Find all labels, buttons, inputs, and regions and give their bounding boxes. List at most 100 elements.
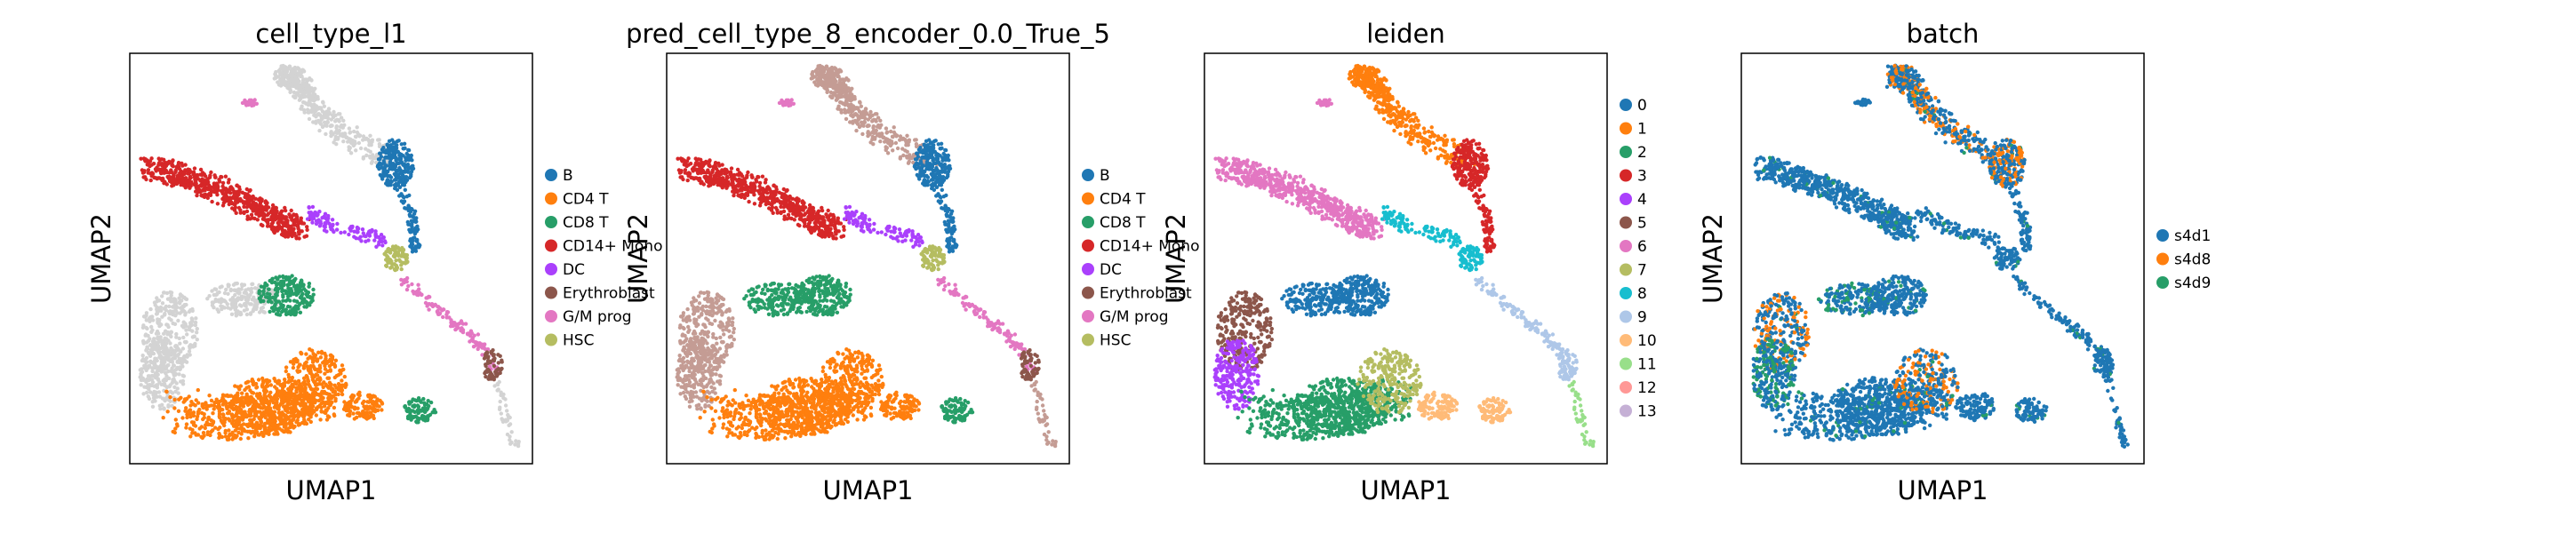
scatter-point — [169, 330, 173, 334]
scatter-point — [947, 242, 952, 247]
scatter-point — [852, 105, 856, 109]
scatter-point — [173, 418, 178, 422]
scatter-point — [371, 394, 376, 398]
scatter-point — [892, 130, 897, 135]
scatter-point — [300, 407, 305, 412]
scatter-point — [297, 290, 301, 294]
scatter-point — [414, 419, 420, 424]
scatter-point — [149, 378, 155, 382]
scatter-point — [926, 145, 932, 150]
scatter-point — [172, 385, 177, 389]
scatter-point — [202, 412, 206, 417]
scatter-point — [181, 335, 186, 340]
scatter-point — [846, 77, 851, 83]
scatter-point — [907, 138, 912, 142]
scatter-point — [390, 244, 396, 249]
scatter-point — [930, 164, 935, 170]
scatter-point — [328, 368, 332, 372]
scatter-point — [389, 179, 394, 184]
scatter-point — [187, 309, 192, 314]
scatter-point — [870, 119, 875, 123]
scatter-point — [333, 399, 338, 403]
scatter-point — [301, 282, 306, 287]
scatter-point — [408, 222, 412, 227]
scatter-point — [302, 389, 308, 394]
scatter-point — [876, 124, 881, 129]
scatter-point — [316, 350, 321, 354]
scatter-point — [178, 311, 182, 315]
scatter-point — [217, 414, 221, 418]
scatter-point — [279, 279, 284, 284]
y-axis-label: UMAP2 — [86, 213, 116, 304]
scatter-point — [885, 139, 890, 144]
scatter-point — [298, 285, 302, 290]
scatter-point — [848, 91, 852, 96]
scatter-point — [156, 176, 161, 180]
scatter-point — [248, 217, 252, 221]
scatter-point — [168, 383, 172, 387]
scatter-point — [311, 214, 316, 219]
scatter-point — [140, 354, 145, 358]
scatter-point — [393, 186, 397, 191]
scatter-point — [289, 208, 293, 213]
scatter-point — [168, 290, 172, 295]
scatter-point — [199, 184, 204, 188]
scatter-point — [374, 160, 379, 165]
scatter-point — [215, 202, 220, 206]
scatter-point — [391, 140, 396, 146]
scatter-point — [287, 233, 292, 237]
scatter-point — [354, 134, 358, 139]
scatter-point — [152, 365, 157, 370]
scatter-point — [249, 413, 253, 418]
scatter-point — [922, 178, 927, 182]
scatter-point — [256, 425, 260, 429]
scatter-point — [815, 73, 820, 77]
scatter-point — [361, 414, 366, 419]
scatter-point — [284, 298, 288, 303]
scatter-point — [304, 81, 309, 85]
scatter-point — [407, 407, 412, 412]
scatter-point — [148, 359, 153, 364]
scatter-point — [403, 146, 407, 150]
scatter-point — [210, 199, 214, 204]
scatter-point — [499, 393, 503, 398]
scatter-point — [191, 410, 196, 415]
scatter-point — [284, 290, 289, 295]
scatter-point — [304, 234, 309, 238]
scatter-point — [361, 138, 365, 142]
scatter-point — [277, 313, 283, 317]
scatter-point — [306, 356, 310, 361]
scatter-point — [235, 421, 239, 426]
scatter-point — [423, 410, 428, 414]
scatter-point — [213, 187, 218, 191]
scatter-point — [901, 136, 906, 141]
scatter-point — [281, 382, 285, 386]
scatter-point — [406, 203, 411, 208]
scatter-point — [172, 397, 177, 402]
scatter-point — [319, 382, 324, 386]
scatter-point — [159, 308, 164, 313]
scatter-point — [296, 73, 300, 77]
scatter-point — [305, 217, 310, 221]
scatter-point — [892, 125, 896, 130]
scatter-point — [290, 375, 295, 380]
scatter-point — [951, 229, 956, 234]
scatter-point — [352, 235, 356, 239]
scatter-point — [307, 116, 312, 122]
scatter-point — [222, 423, 227, 428]
scatter-point — [248, 187, 252, 193]
scatter-point — [192, 166, 197, 171]
scatter-point — [831, 92, 836, 97]
scatter-point — [417, 244, 421, 249]
scatter-point — [406, 147, 411, 153]
scatter-point — [178, 171, 182, 175]
scatter-point — [156, 320, 161, 324]
scatter-point — [334, 124, 339, 129]
scatter-point — [183, 313, 188, 317]
scatter-point — [301, 107, 307, 113]
scatter-point — [296, 370, 300, 374]
scatter-point — [246, 101, 251, 106]
scatter-point — [323, 371, 327, 376]
scatter-point — [354, 148, 358, 153]
scatter-point — [168, 389, 173, 394]
